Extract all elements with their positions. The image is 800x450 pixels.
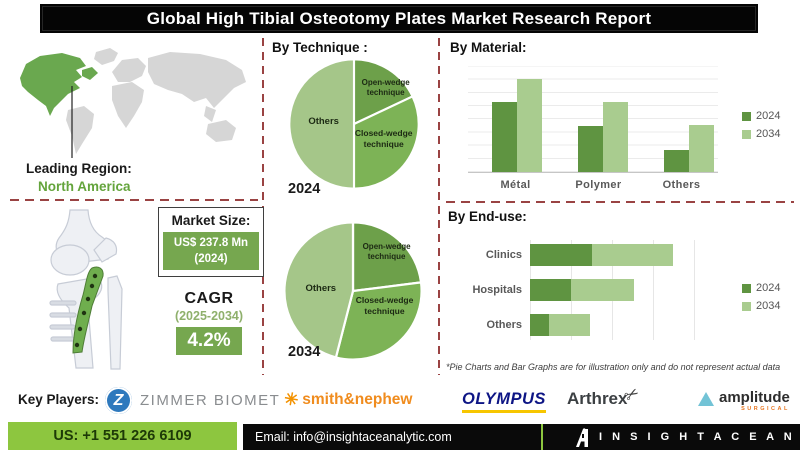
pie-2034-closed-wedge-label: Closed-wedge technique [355, 295, 414, 316]
enduse-seg-2034-clinics [591, 244, 673, 266]
pie-2024-closed-wedge-label: Closed-wedge technique [354, 127, 413, 149]
bar-2034-métal [517, 78, 542, 172]
sunburst-icon: ✳ [282, 388, 300, 411]
legend-label-2034: 2034 [756, 300, 781, 312]
olympus-wordmark: OLYMPUS [462, 390, 546, 413]
leading-region: Leading Region: North America [26, 160, 132, 196]
enduse-seg-2024-others [530, 314, 550, 336]
logo-smith-nephew: ✳ smith&nephew [282, 388, 413, 411]
legend-swatch-2034 [742, 129, 751, 139]
cagr-period: (2025-2034) [174, 309, 244, 323]
divider-horizontal-left [10, 199, 258, 201]
material-cat-metal: Métal [500, 179, 531, 191]
material-cat-polymer: Polymer [575, 179, 622, 191]
pie-2034-others-label: Others [305, 282, 337, 294]
enduse-row-clinics: Clinics [448, 244, 748, 266]
pie-slice-open-wedge-technique [351, 221, 423, 293]
leading-region-value: North America [38, 179, 131, 195]
enduse-label-clinics: Clinics [485, 249, 522, 261]
enduse-bar-chart: Clinics Hospitals Others [448, 244, 748, 349]
enduse-heading: By End-use: [448, 209, 527, 224]
leading-region-label: Leading Region: [26, 161, 132, 176]
bar-2024-others [664, 149, 689, 172]
material-legend: 2024 2034 [742, 110, 780, 146]
divider-vertical-right [438, 38, 440, 375]
logo-amplitude: amplitude SURGICAL [698, 390, 790, 413]
logo-zimmer-biomet: Z ZIMMER BIOMET [105, 387, 280, 414]
pie-2024-others-label: Others [308, 116, 339, 128]
pie-2024-open-wedge-label: Open-wedge technique [361, 77, 410, 97]
cagr-block: CAGR (2025-2034) 4.2% [152, 290, 266, 355]
bar-group-métal [492, 66, 542, 172]
divider-horizontal-right [446, 201, 794, 203]
legend-label-2034: 2034 [756, 128, 781, 140]
pie-chart-2024: Open-wedge technique Closed-wedge techni… [288, 58, 420, 190]
legend-label-2024: 2024 [756, 282, 781, 294]
logo-arthrex: Arthrex ✂ [567, 383, 643, 409]
bar-2034-others [689, 125, 714, 172]
page-title: Global High Tibial Osteotomy Plates Mark… [40, 4, 758, 33]
material-cat-others: Others [662, 179, 701, 191]
footer-email: Email: info@insightaceanalytic.com [255, 430, 452, 444]
enduse-row-others: Others [448, 314, 748, 336]
footer-divider [541, 424, 543, 450]
bar-2024-métal [492, 102, 517, 172]
pie-slice-closed-wedge-technique [334, 281, 423, 361]
bar-group-polymer [578, 66, 628, 172]
market-size-value: US$ 237.8 Mn (2024) [163, 232, 259, 271]
amplitude-surgical-sub: SURGICAL [741, 406, 790, 412]
bar-group-others [664, 66, 714, 172]
pie-slice-open-wedge-technique [352, 58, 414, 126]
triangle-icon [698, 392, 714, 406]
legend-label-2024: 2024 [756, 110, 781, 122]
enduse-label-others: Others [486, 319, 522, 331]
footer-phone: US: +1 551 226 6109 [8, 422, 237, 450]
footer-bar: Email: info@insightaceanalytic.com I N S… [243, 424, 800, 450]
pie-slice-closed-wedge-technique [352, 95, 420, 190]
market-size-label: Market Size: [171, 213, 251, 228]
enduse-seg-2024-hospitals [530, 279, 571, 301]
footer-brand: I N S I G H T A C E A N A L Y T I C [599, 431, 796, 443]
disclaimer-note: *Pie Charts and Bar Graphs are for illus… [446, 362, 781, 372]
technique-heading: By Technique : [272, 40, 368, 55]
amplitude-wordmark: amplitude SURGICAL [719, 389, 790, 412]
enduse-legend: 2024 2034 [742, 282, 780, 318]
legend-swatch-2024 [742, 111, 751, 121]
enduse-label-hospitals: Hospitals [472, 284, 522, 296]
smith-nephew-wordmark: smith&nephew [302, 391, 413, 408]
pie-2024-year: 2024 [288, 181, 321, 197]
cagr-value: 4.2% [176, 327, 242, 355]
knee-implant-illustration [49, 209, 123, 370]
bar-2034-polymer [603, 102, 628, 172]
enduse-seg-2034-hospitals [570, 279, 634, 301]
pie-slice-others [288, 58, 356, 190]
zimmer-z-icon: Z [105, 387, 132, 414]
pie-2034-open-wedge-label: Open-wedge technique [362, 242, 411, 261]
world-map [20, 48, 246, 158]
map-region-north-america [20, 53, 86, 116]
material-bar-chart [468, 66, 718, 173]
key-players-label: Key Players: [18, 392, 100, 407]
market-size-box: Market Size: US$ 237.8 Mn (2024) [158, 207, 264, 278]
insight-ace-logo-icon [576, 428, 588, 447]
cagr-label: CAGR [184, 290, 234, 307]
legend-swatch-2034 [742, 301, 751, 311]
bar-2024-polymer [578, 126, 603, 172]
enduse-seg-2024-clinics [530, 244, 592, 266]
logo-olympus: OLYMPUS [462, 390, 546, 413]
pie-2034-year: 2034 [288, 344, 321, 360]
divider-vertical-left [262, 38, 264, 375]
osteotomy-plate [72, 266, 104, 354]
pie-chart-2034: Open-wedge technique Closed-wedge techni… [283, 221, 423, 361]
pie-slice-others [283, 221, 355, 359]
material-heading: By Material: [450, 40, 527, 55]
legend-swatch-2024 [742, 283, 751, 293]
zimmer-wordmark: ZIMMER BIOMET [140, 392, 281, 409]
enduse-seg-2034-others [549, 314, 590, 336]
arthrex-wordmark: Arthrex [567, 389, 628, 408]
material-category-labels: Métal Polymer Others [474, 179, 724, 191]
enduse-row-hospitals: Hospitals [448, 279, 748, 301]
